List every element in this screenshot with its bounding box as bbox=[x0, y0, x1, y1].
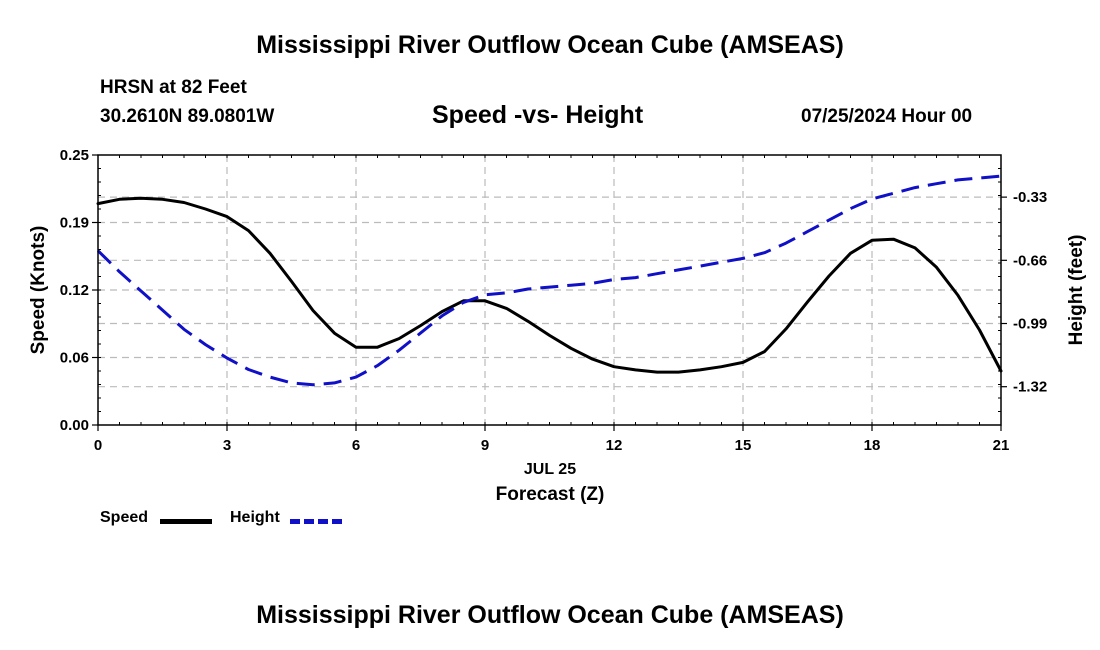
x-tick-label: 0 bbox=[94, 437, 102, 454]
chart-title: Mississippi River Outflow Ocean Cube (AM… bbox=[256, 31, 844, 59]
chart-subtitle: Speed -vs- Height bbox=[432, 101, 644, 129]
footer-title: Mississippi River Outflow Ocean Cube (AM… bbox=[256, 601, 844, 629]
station-label: HRSN at 82 Feet bbox=[100, 77, 247, 98]
legend-speed-label: Speed bbox=[100, 509, 149, 526]
x-tick-label: 3 bbox=[223, 437, 231, 454]
legend-speed-swatch bbox=[160, 519, 212, 524]
y-right-tick-label: -0.33 bbox=[1013, 189, 1047, 206]
series-line-height bbox=[96, 174, 1002, 387]
x-tick-label: 6 bbox=[352, 437, 360, 454]
x-axis-date-label: JUL 25 bbox=[524, 461, 576, 478]
x-tick-label: 15 bbox=[735, 437, 752, 454]
x-tick-label: 12 bbox=[606, 437, 623, 454]
series-line-speed bbox=[96, 196, 1003, 374]
y-right-tick-label: -0.66 bbox=[1013, 252, 1047, 269]
y-left-tick-label: 0.19 bbox=[60, 215, 89, 232]
y-axis-right-label: Height (feet) bbox=[1066, 235, 1087, 346]
y-left-tick-label: 0.12 bbox=[60, 282, 89, 299]
y-right-tick-label: -0.99 bbox=[1013, 316, 1047, 333]
date-label: 07/25/2024 Hour 00 bbox=[801, 106, 973, 127]
legend-height-swatch bbox=[290, 519, 342, 524]
y-left-tick-label: 0.00 bbox=[60, 417, 89, 434]
y-left-tick-label: 0.06 bbox=[60, 350, 89, 367]
coordinates-label: 30.2610N 89.0801W bbox=[100, 106, 275, 127]
y-right-tick-label: -1.32 bbox=[1013, 379, 1047, 396]
x-axis-label: Forecast (Z) bbox=[496, 484, 605, 505]
y-axis-left-label: Speed (Knots) bbox=[28, 226, 49, 355]
x-tick-label: 18 bbox=[864, 437, 881, 454]
x-tick-label: 9 bbox=[481, 437, 489, 454]
legend-height-label: Height bbox=[230, 509, 280, 526]
y-left-tick-label: 0.25 bbox=[60, 147, 89, 164]
x-tick-label: 21 bbox=[993, 437, 1010, 454]
